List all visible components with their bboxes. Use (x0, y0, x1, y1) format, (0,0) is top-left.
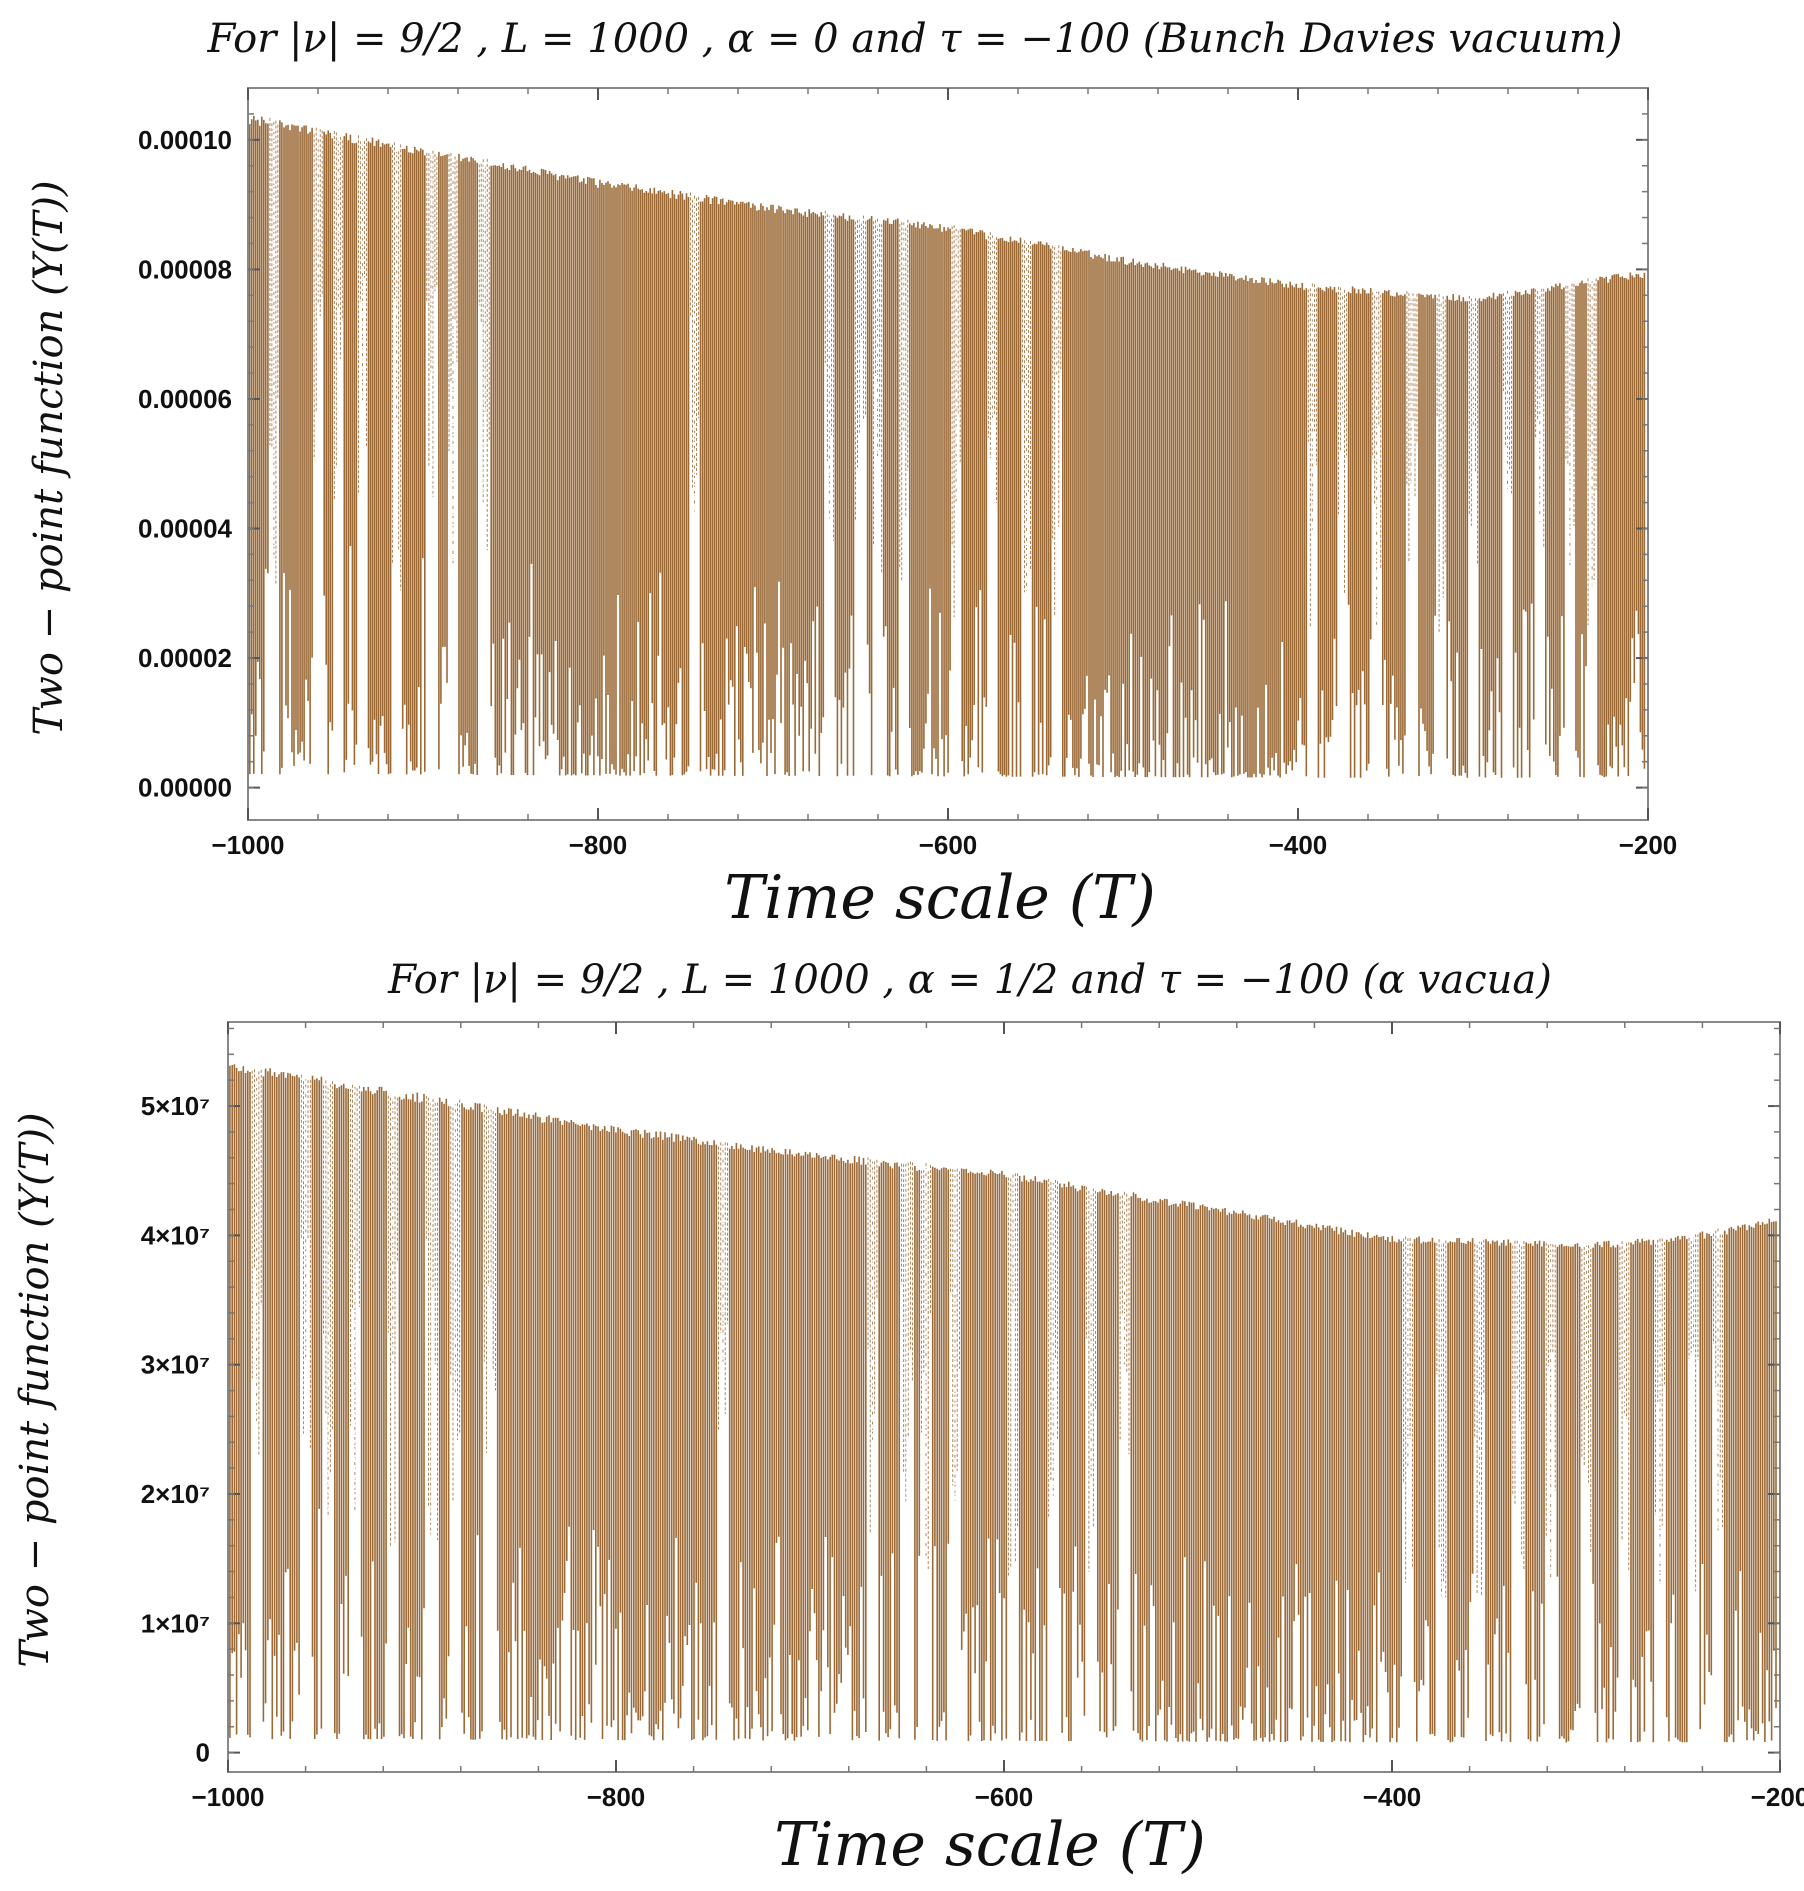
x-tick-label: −200 (1619, 830, 1678, 860)
y-tick-label: 0 (196, 1738, 210, 1768)
data-series (249, 115, 1646, 778)
y-tick-label: 0.00004 (138, 513, 233, 543)
x-tick-label: −600 (975, 1782, 1034, 1812)
x-tick-label: −400 (1269, 830, 1328, 860)
x-tick-label: −200 (1751, 1782, 1804, 1812)
x-tick-label: −800 (587, 1782, 646, 1812)
chart-title: For |ν| = 9/2 , L = 1000 , α = 0 and τ =… (207, 16, 1623, 62)
x-tick-labels: −1000 −800 −600 −400 −200 (211, 830, 1677, 860)
x-tick-label: −800 (569, 830, 628, 860)
data-series (229, 1064, 1777, 1743)
x-axis-label: Time scale (T) (724, 863, 1155, 933)
x-tick-labels: −1000 −800 −600 −400 −200 (191, 1782, 1804, 1812)
x-tick-label: −1000 (211, 830, 284, 860)
y-tick-label: 0.00010 (138, 125, 232, 155)
y-tick-label: 0.00006 (138, 384, 232, 414)
y-tick-label: 0.00008 (138, 254, 232, 284)
y-tick-labels: 0.00000 0.00002 0.00004 0.00006 0.00008 0.000… (138, 125, 233, 803)
y-tick-label: 0.00000 (138, 773, 232, 803)
y-tick-label: 5×10⁷ (141, 1091, 210, 1121)
y-tick-label: 2×10⁷ (141, 1479, 210, 1509)
y-tick-label: 3×10⁷ (141, 1350, 210, 1380)
x-tick-label: −400 (1363, 1782, 1422, 1812)
y-axis-label: Two − point function (Y(T)) (12, 1112, 58, 1667)
y-tick-label: 0.00002 (138, 643, 232, 673)
y-tick-label: 1×10⁷ (141, 1608, 210, 1638)
axis-ticks (227, 1022, 1781, 1772)
x-tick-label: −600 (919, 830, 978, 860)
y-axis-label: Two − point function (Y(T)) (26, 180, 72, 735)
x-tick-label: −1000 (191, 1782, 264, 1812)
chart-title: For |ν| = 9/2 , L = 1000 , α = 1/2 and τ… (387, 957, 1552, 1003)
axis-ticks (247, 88, 1649, 820)
chart-bunch-davies: For |ν| = 9/2 , L = 1000 , α = 0 and τ =… (26, 16, 1677, 933)
x-axis-label: Time scale (T) (774, 1810, 1205, 1880)
y-tick-labels: 0 1×10⁷ 2×10⁷ 3×10⁷ 4×10⁷ 5×10⁷ (141, 1091, 210, 1768)
chart-alpha-vacua: For |ν| = 9/2 , L = 1000 , α = 1/2 and τ… (12, 957, 1804, 1880)
y-tick-label: 4×10⁷ (141, 1220, 210, 1250)
